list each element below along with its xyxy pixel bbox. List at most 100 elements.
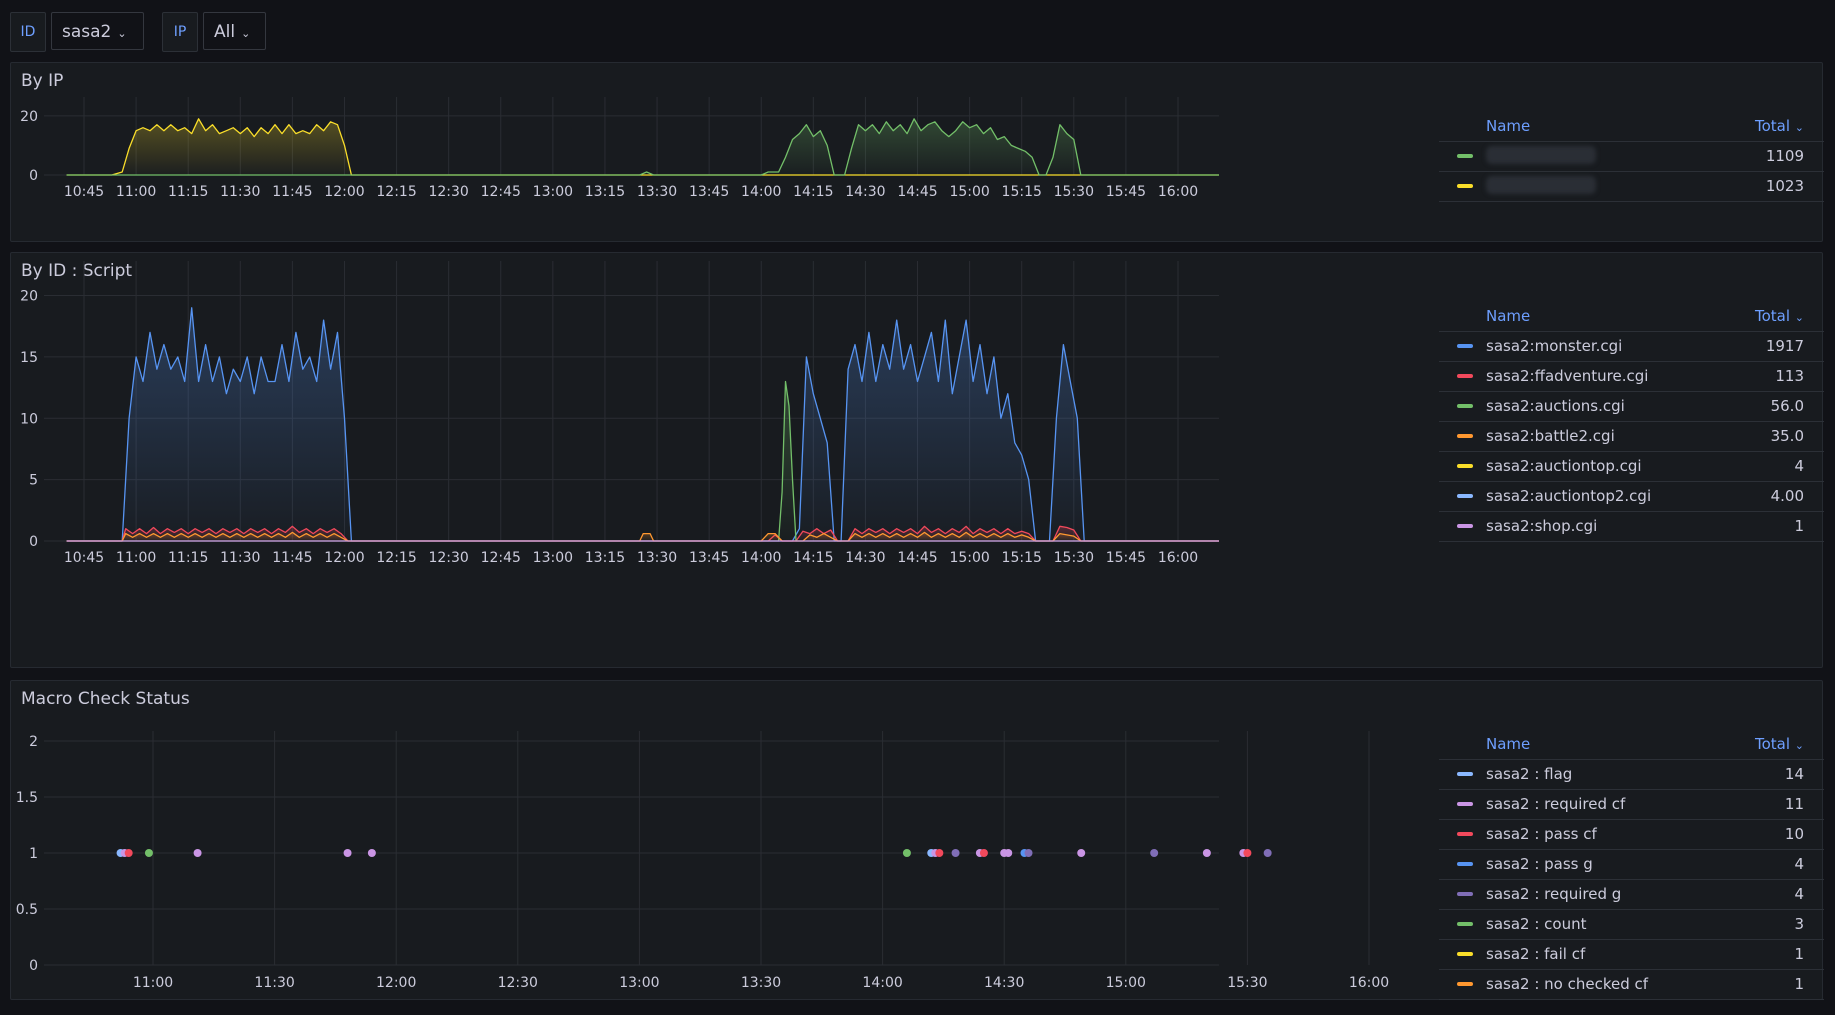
legend-total-header[interactable]: Total ⌄	[1754, 117, 1804, 135]
by-id-script-legend: Name Total ⌄ sasa2:monster.cgi 1917 sasa2:…	[1439, 303, 1824, 542]
data-point	[979, 849, 988, 857]
series-color-swatch	[1457, 952, 1473, 956]
x-tick-label: 13:30	[637, 550, 677, 566]
series-line	[66, 118, 1219, 176]
x-tick-label: 15:00	[949, 184, 989, 200]
legend-series-name	[1486, 176, 1596, 198]
x-tick-label: 11:00	[133, 975, 173, 991]
legend-name-header[interactable]: Name	[1486, 307, 1531, 325]
x-tick-label: 11:30	[254, 975, 294, 991]
legend-series-name	[1486, 146, 1596, 168]
series-area	[66, 118, 1220, 175]
series-area	[66, 532, 1220, 541]
legend-series-name: sasa2 : count	[1486, 915, 1587, 933]
legend-row[interactable]: sasa2:ffadventure.cgi 113	[1439, 362, 1824, 392]
series-color-swatch	[1457, 982, 1473, 986]
y-tick-label: 2	[29, 734, 38, 750]
data-point	[343, 849, 352, 857]
series-color-swatch	[1457, 154, 1473, 158]
x-tick-label: 14:45	[897, 550, 937, 566]
x-tick-label: 11:15	[168, 550, 208, 566]
legend-row[interactable]: sasa2:shop.cgi 1	[1439, 512, 1824, 542]
x-tick-label: 16:00	[1158, 184, 1198, 200]
legend-series-total: 11	[1784, 795, 1804, 813]
y-tick-label: 0.5	[16, 902, 38, 918]
x-tick-label: 14:00	[741, 184, 781, 200]
x-tick-label: 15:00	[1106, 975, 1146, 991]
x-tick-label: 13:45	[689, 184, 729, 200]
legend-row[interactable]: sasa2 : pass cf 10	[1439, 820, 1824, 850]
series-line	[66, 531, 1219, 542]
x-tick-label: 10:45	[64, 184, 104, 200]
panel-title: Macro Check Status	[21, 689, 190, 709]
chevron-down-icon: ⌄	[1794, 121, 1804, 134]
legend-row[interactable]: sasa2:battle2.cgi 35.0	[1439, 422, 1824, 452]
legend-row[interactable]: sasa2:auctiontop.cgi 4	[1439, 452, 1824, 482]
legend-row[interactable]: sasa2 : fail cf 1	[1439, 940, 1824, 970]
x-tick-label: 14:30	[984, 975, 1024, 991]
series-color-swatch	[1457, 404, 1473, 408]
x-tick-label: 11:45	[272, 550, 312, 566]
y-tick-label: 1.5	[16, 790, 38, 806]
ip-variable-select[interactable]: All ⌄	[203, 12, 266, 50]
y-tick-label: 0	[29, 534, 38, 550]
ip-variable-label: IP	[162, 12, 198, 52]
legend-series-name: sasa2:battle2.cgi	[1486, 427, 1615, 445]
legend-series-name: sasa2:auctiontop2.cgi	[1486, 487, 1652, 505]
id-variable-select[interactable]: sasa2 ⌄	[51, 12, 144, 50]
legend-series-name: sasa2:auctiontop.cgi	[1486, 457, 1642, 475]
x-tick-label: 13:45	[689, 550, 729, 566]
legend-series-total: 1023	[1765, 177, 1804, 195]
chevron-down-icon: ⌄	[1794, 739, 1804, 752]
series-line	[66, 380, 1219, 542]
y-tick-label: 0	[29, 958, 38, 974]
x-tick-label: 11:30	[220, 550, 260, 566]
legend-series-name: sasa2 : pass g	[1486, 855, 1593, 873]
x-tick-label: 12:00	[324, 184, 364, 200]
data-point	[902, 849, 911, 857]
x-tick-label: 15:15	[1002, 184, 1042, 200]
legend-row[interactable]: sasa2:auctiontop2.cgi 4.00	[1439, 482, 1824, 512]
legend-name-header[interactable]: Name	[1486, 117, 1531, 135]
legend-row[interactable]: sasa2:monster.cgi 1917	[1439, 332, 1824, 362]
legend-header: Name Total ⌄	[1439, 731, 1824, 760]
legend-row[interactable]: sasa2 : count 3	[1439, 910, 1824, 940]
x-tick-label: 11:45	[272, 184, 312, 200]
data-point	[935, 849, 944, 857]
legend-series-name: sasa2 : flag	[1486, 765, 1573, 783]
series-color-swatch	[1457, 524, 1473, 528]
legend-total-header[interactable]: Total ⌄	[1754, 307, 1804, 325]
chevron-down-icon: ⌄	[241, 27, 251, 40]
y-tick-label: 15	[20, 350, 38, 366]
x-tick-label: 14:00	[862, 975, 902, 991]
data-point	[1150, 849, 1159, 857]
series-line	[66, 118, 1219, 176]
x-tick-label: 14:15	[793, 184, 833, 200]
legend-header: Name Total ⌄	[1439, 303, 1824, 332]
legend-row[interactable]: sasa2 : required cf 11	[1439, 790, 1824, 820]
x-tick-label: 11:00	[116, 550, 156, 566]
legend-series-total: 14	[1784, 765, 1804, 783]
legend-row[interactable]: sasa2 : flag 14	[1439, 760, 1824, 790]
by-ip-chart: 0 20 10:45 11:00 11:15 11:30 11:45 12:00 12:15 12…	[20, 97, 1220, 200]
legend-row[interactable]: sasa2 : required g 4	[1439, 880, 1824, 910]
legend-name-header[interactable]: Name	[1486, 735, 1531, 753]
legend-row[interactable]: 1023	[1439, 172, 1824, 202]
legend-row[interactable]: 1109	[1439, 142, 1824, 172]
x-tick-label: 15:45	[1106, 550, 1146, 566]
x-tick-label: 16:00	[1158, 550, 1198, 566]
legend-row[interactable]: sasa2 : no checked cf 1	[1439, 970, 1824, 1000]
series-color-swatch	[1457, 862, 1473, 866]
y-tick-label: 10	[20, 411, 38, 427]
series-color-swatch	[1457, 772, 1473, 776]
legend-series-name: sasa2:ffadventure.cgi	[1486, 367, 1649, 385]
y-tick-label: 20	[20, 289, 38, 305]
legend-series-name: sasa2:monster.cgi	[1486, 337, 1623, 355]
series-color-swatch	[1457, 434, 1473, 438]
legend-series-name: sasa2 : fail cf	[1486, 945, 1586, 963]
series-line	[66, 525, 1219, 542]
x-tick-label: 16:00	[1349, 975, 1389, 991]
legend-row[interactable]: sasa2 : pass g 4	[1439, 850, 1824, 880]
legend-total-header[interactable]: Total ⌄	[1754, 735, 1804, 753]
legend-row[interactable]: sasa2:auctions.cgi 56.0	[1439, 392, 1824, 422]
